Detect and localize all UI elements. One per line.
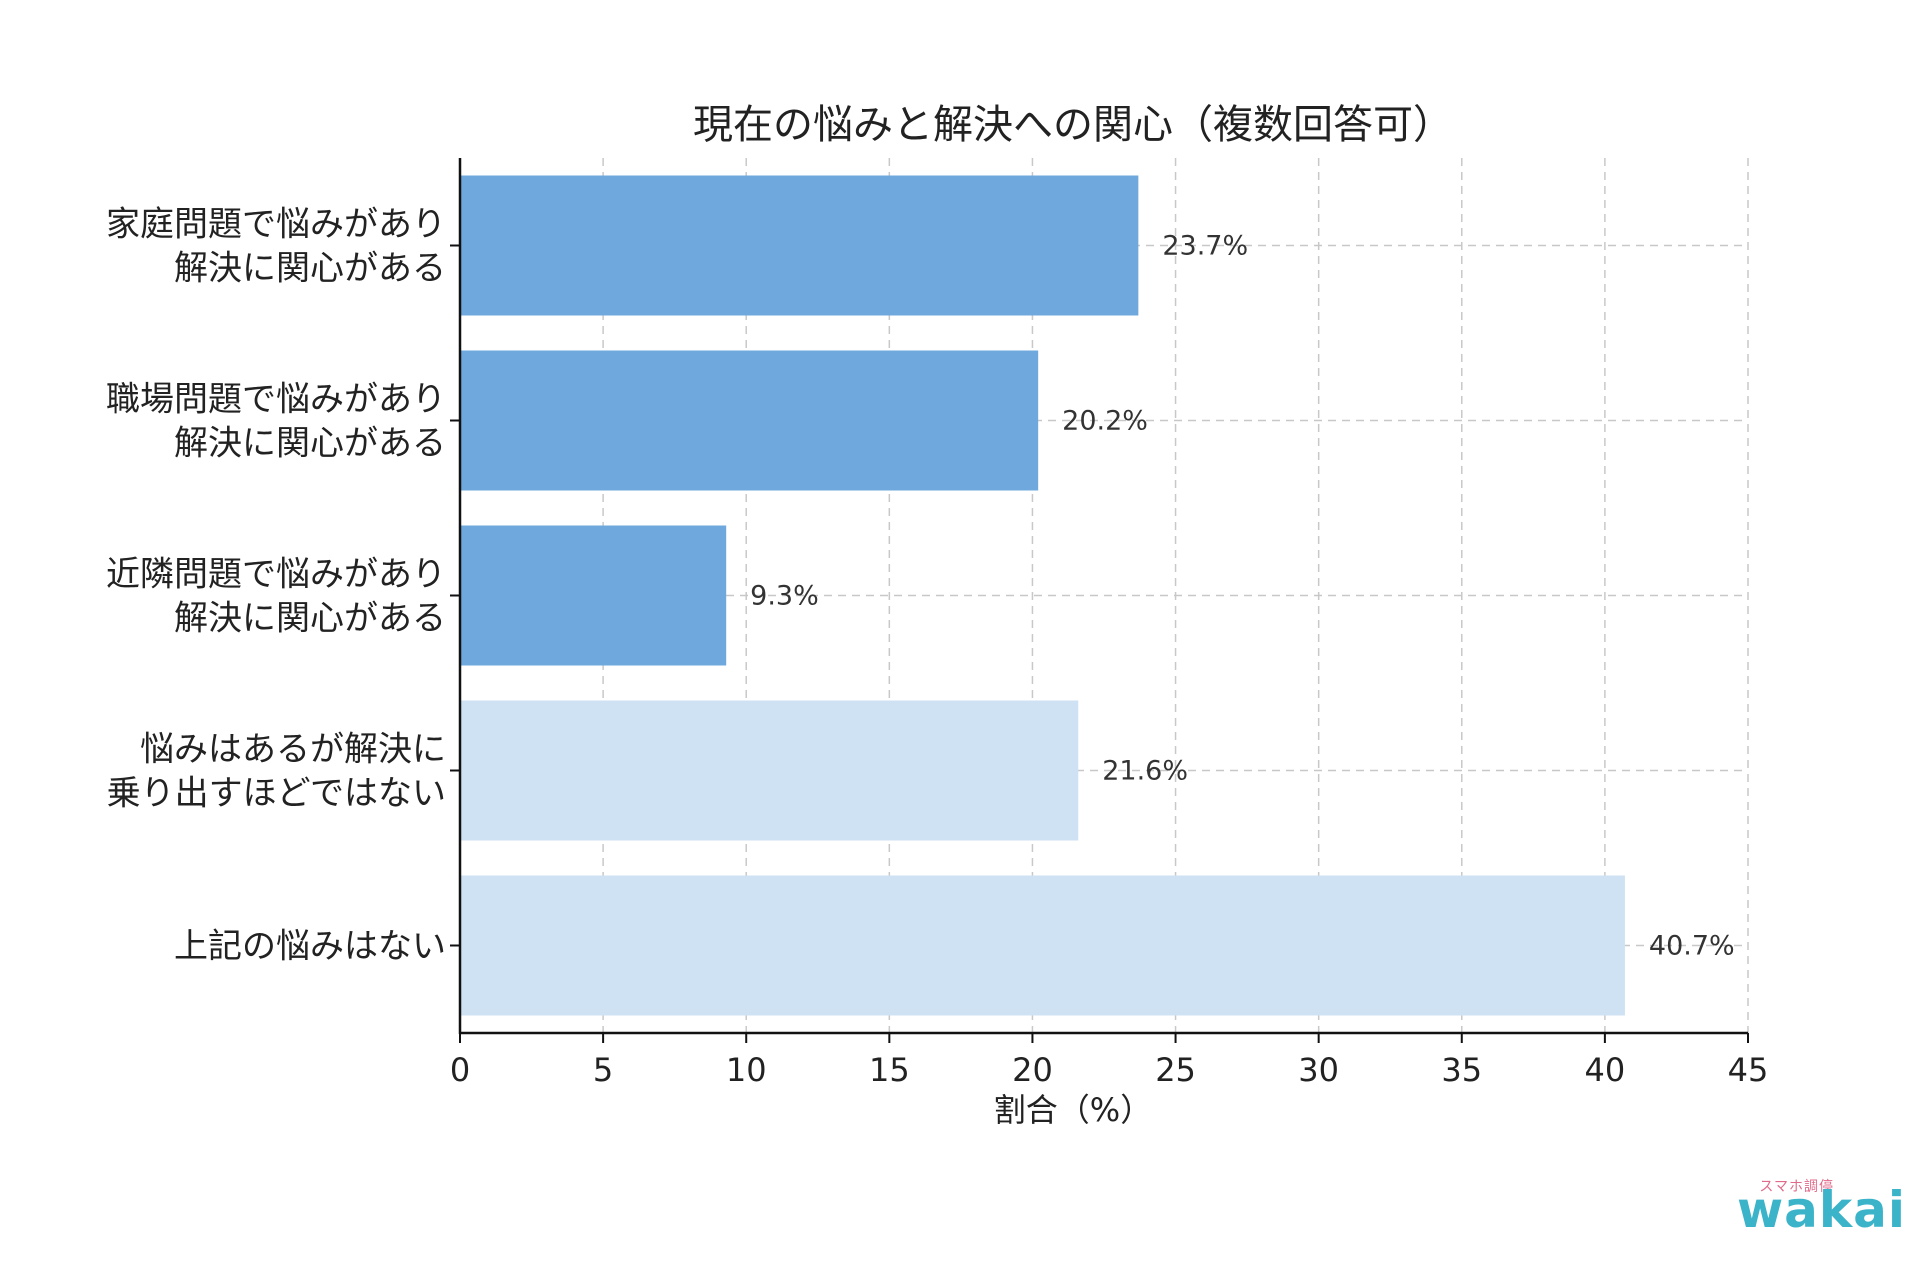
x-tick-label: 35 xyxy=(1441,1051,1482,1089)
x-tick-label: 10 xyxy=(726,1051,767,1089)
data-label: 40.7% xyxy=(1649,931,1735,962)
x-tick-label: 30 xyxy=(1298,1051,1339,1089)
wakai-logo: スマホ調停 wakai xyxy=(1726,1176,1906,1236)
labels: 23.7% 20.2% 9.3% 21.6% 40.7% 0 5 10 15 20 25 30 35 40… xyxy=(106,205,1768,1090)
x-tick-label: 25 xyxy=(1155,1051,1196,1089)
bars xyxy=(460,175,1625,1016)
data-label: 9.3% xyxy=(750,581,819,612)
x-tick-label: 40 xyxy=(1585,1051,1626,1089)
logo-wordmark: wakai xyxy=(1736,1181,1906,1239)
x-tick-label: 15 xyxy=(869,1051,910,1089)
category-label: 解決に関心がある xyxy=(174,249,446,289)
category-label: 乗り出すほどではない xyxy=(107,774,446,814)
data-label: 20.2% xyxy=(1062,406,1148,437)
category-label: 職場問題で悩みがあり xyxy=(106,380,446,420)
bar xyxy=(460,525,727,666)
category-label: 近隣問題で悩みがあり xyxy=(106,555,446,595)
bar xyxy=(460,350,1039,491)
category-label: 解決に関心がある xyxy=(174,599,446,639)
category-label: 解決に関心がある xyxy=(174,424,446,464)
x-tick-label: 0 xyxy=(450,1051,470,1089)
category-label: 悩みはあるが解決に xyxy=(140,730,446,770)
bar xyxy=(460,175,1139,316)
axes xyxy=(450,158,1749,1043)
data-label: 21.6% xyxy=(1102,756,1188,787)
bar xyxy=(460,875,1625,1016)
bar xyxy=(460,700,1079,841)
chart-title: 現在の悩みと解決への関心（複数回答可） xyxy=(693,102,1453,148)
x-tick-label: 45 xyxy=(1728,1051,1769,1089)
category-label: 家庭問題で悩みがあり xyxy=(106,205,446,245)
x-tick-label: 5 xyxy=(593,1051,613,1089)
category-label: 上記の悩みはない xyxy=(174,927,446,967)
logo-subtitle: スマホ調停 xyxy=(1759,1179,1834,1195)
data-label: 23.7% xyxy=(1162,231,1248,262)
x-tick-label: 20 xyxy=(1012,1051,1053,1089)
x-axis-label: 割合（%） xyxy=(994,1091,1152,1129)
